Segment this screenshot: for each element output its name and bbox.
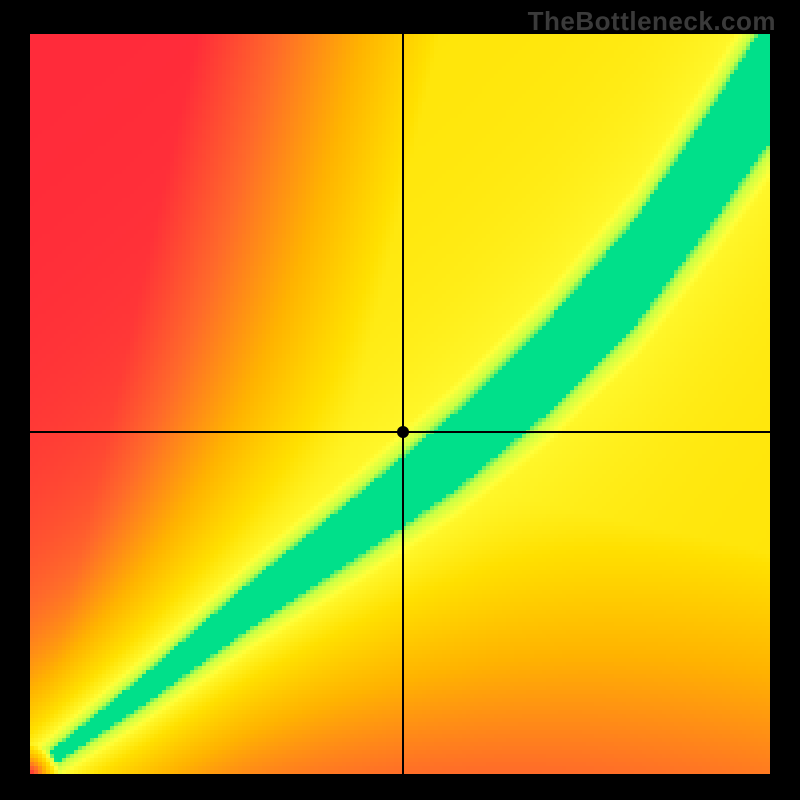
chart-frame: TheBottleneck.com [0, 0, 800, 800]
watermark-label: TheBottleneck.com [528, 6, 776, 37]
heatmap-canvas [30, 34, 770, 774]
heatmap-plot [30, 34, 770, 774]
crosshair-marker [397, 426, 409, 438]
crosshair-vertical [402, 34, 404, 774]
